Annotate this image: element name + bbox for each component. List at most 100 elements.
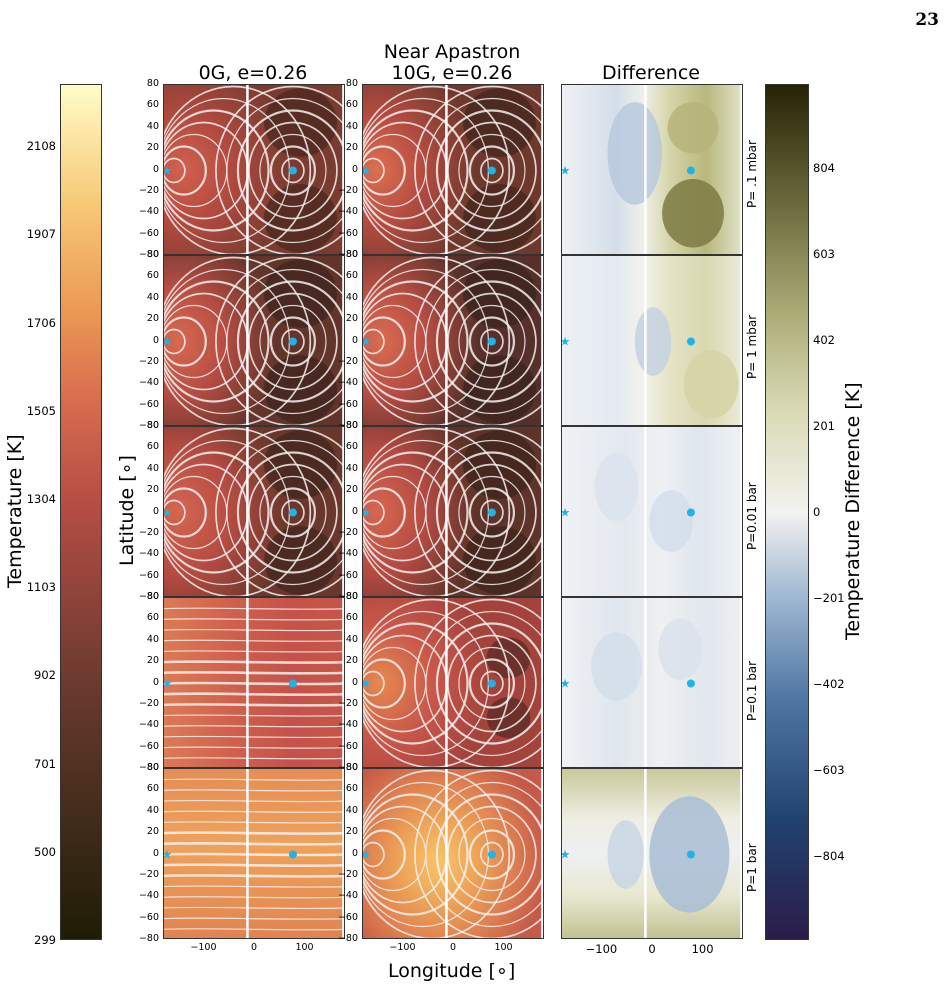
streamline: [164, 810, 344, 813]
streamline: [363, 256, 511, 425]
latitude-tick-label: 80: [146, 762, 159, 773]
streamline: [164, 885, 344, 888]
streamline: [468, 829, 516, 880]
latitude-tick-label: 40: [146, 462, 159, 474]
periastron-dot-marker: [686, 679, 695, 688]
periastron-dot-marker: [487, 166, 496, 175]
difference-features: [607, 102, 724, 248]
streamline: [164, 639, 344, 642]
streamline: [363, 304, 427, 379]
panel-difference-row-3: ★: [561, 426, 743, 597]
column-title-10g: 10G, e=0.26: [391, 62, 513, 84]
substellar-star-marker: ★: [363, 164, 371, 178]
periastron-dot-marker: [487, 508, 496, 517]
streamline: [414, 427, 543, 596]
streamline: [259, 304, 327, 379]
streamline: [363, 658, 406, 709]
panel-svg: ★: [562, 769, 742, 938]
streamline: [363, 487, 406, 538]
latitude-tick-label: 80: [146, 249, 159, 260]
streamline: [480, 157, 504, 184]
streamline: [414, 85, 543, 254]
latitude-tick-label: −80: [337, 249, 358, 260]
streamline: [435, 109, 543, 232]
difference-tick-label: 804: [813, 160, 835, 175]
panel-10g-row-2: ★: [362, 255, 544, 426]
streamline: [164, 499, 186, 526]
streamline: [363, 316, 406, 367]
latitude-tick-label: 60: [146, 99, 159, 111]
latitude-tick-label: 80: [345, 249, 358, 260]
streamline: [363, 769, 511, 938]
latitude-tick-label: 20: [146, 484, 159, 496]
streamline: [226, 439, 344, 586]
difference-region: [662, 179, 724, 248]
longitude-tick-label: 100: [494, 942, 513, 953]
streamline: [414, 256, 543, 425]
streamline: [435, 793, 543, 916]
latitude-tick-label: 80: [345, 591, 358, 602]
temperature-tick-label: 500: [34, 844, 56, 859]
latitude-tick-label: 0: [351, 163, 358, 175]
substellar-star-marker: ★: [562, 335, 570, 349]
streamline: [363, 475, 427, 550]
latitude-tick-label: 20: [146, 655, 159, 667]
streamline: [363, 841, 385, 868]
latitude-tick-label: −60: [138, 398, 159, 410]
longitude-axis-label: Longitude [∘]: [388, 960, 516, 982]
panel-0g-row-2: ★: [163, 255, 345, 426]
streamline: [435, 280, 543, 403]
pressure-label-row-2: P= 1 mbar: [745, 314, 759, 379]
streamline: [164, 109, 270, 232]
streamline: [164, 280, 270, 403]
latitude-tick-label: 20: [345, 142, 358, 154]
streamline: [281, 157, 305, 184]
streamline: [259, 475, 327, 550]
streamline: [164, 660, 344, 665]
latitude-tick-label: −80: [138, 762, 159, 773]
page-number: 23: [915, 10, 939, 30]
streamline: [447, 634, 537, 733]
streamline: [236, 109, 344, 232]
difference-features: [607, 796, 730, 913]
temperature-tick-label: 1304: [26, 492, 56, 507]
streamline: [447, 121, 537, 220]
latitude-tick-label: −60: [337, 740, 358, 752]
panel-0g-row-4: ★: [163, 597, 345, 768]
temperature-tick-label: 299: [34, 933, 56, 947]
pressure-label-row-5: P=1 bar: [745, 842, 759, 892]
substellar-star-marker: ★: [363, 335, 371, 349]
streamline: [226, 97, 344, 244]
streamline: [164, 304, 228, 379]
substellar-star-marker: ★: [363, 506, 371, 520]
streamline: [164, 841, 344, 846]
streamline: [164, 475, 228, 550]
periastron-dot-marker: [288, 850, 297, 859]
latitude-tick-label: 80: [146, 78, 159, 89]
latitude-tick-label: 60: [146, 441, 159, 453]
streamline: [164, 917, 344, 920]
streamline: [164, 778, 344, 781]
substellar-star-marker: ★: [164, 335, 172, 349]
latitude-tick-label: 40: [345, 462, 358, 474]
temperature-tick-label: 1907: [26, 227, 56, 242]
latitude-tick-label: −60: [138, 911, 159, 923]
streamline: [435, 622, 543, 745]
substellar-star-marker: ★: [562, 677, 570, 691]
temperature-tick-label: 701: [34, 756, 56, 771]
latitude-tick-label: 20: [146, 313, 159, 325]
pressure-label-row-1: P= .1 mbar: [745, 139, 759, 208]
streamline: [269, 145, 317, 196]
panel-difference-row-2: ★: [561, 255, 743, 426]
panel-10g-row-5: ★: [362, 768, 544, 939]
streamline: [248, 121, 338, 220]
periastron-dot-marker: [487, 850, 496, 859]
latitude-tick-label: 20: [345, 313, 358, 325]
difference-region: [658, 618, 703, 681]
latitude-tick-label: −20: [337, 697, 358, 709]
substellar-star-marker: ★: [164, 164, 172, 178]
latitude-tick-label: −40: [337, 206, 358, 218]
difference-region: [667, 102, 719, 154]
streamlines: [164, 778, 344, 931]
streamline: [425, 268, 543, 415]
